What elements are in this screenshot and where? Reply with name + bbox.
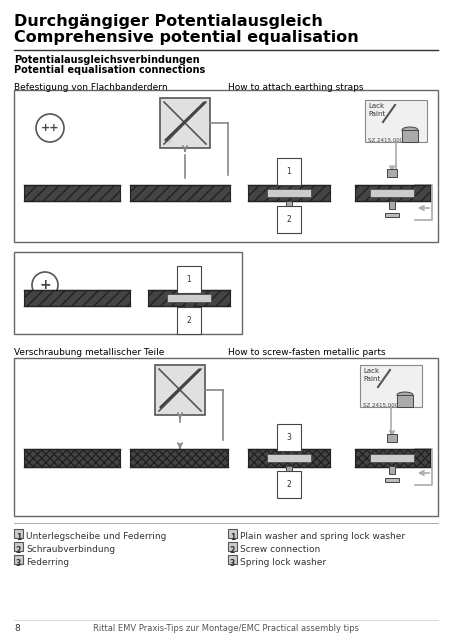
Bar	[281, 478, 295, 482]
Bar	[14, 529, 23, 538]
Bar	[184, 274, 193, 282]
Bar	[24, 185, 120, 201]
Bar	[14, 542, 23, 551]
Bar	[14, 90, 437, 242]
Text: How to attach earthing straps: How to attach earthing straps	[227, 83, 363, 92]
Text: 3: 3	[16, 559, 21, 568]
Bar	[285, 201, 291, 209]
Text: Lack: Lack	[362, 368, 378, 374]
Bar	[369, 189, 413, 197]
Text: 2: 2	[230, 546, 235, 555]
Bar	[14, 358, 437, 516]
Bar	[130, 449, 227, 467]
Ellipse shape	[401, 127, 417, 133]
Text: Unterlegscheibe und Federring: Unterlegscheibe und Federring	[26, 532, 166, 541]
Text: Spring lock washer: Spring lock washer	[239, 558, 326, 567]
Text: Potentialausgleichsverbindungen: Potentialausgleichsverbindungen	[14, 55, 199, 65]
Bar	[283, 434, 293, 442]
Bar	[155, 365, 205, 415]
Bar	[14, 252, 241, 334]
Bar	[354, 185, 429, 201]
Text: 2: 2	[16, 546, 21, 555]
Bar	[160, 98, 210, 148]
Text: 2: 2	[286, 480, 291, 489]
Bar	[369, 454, 413, 462]
Bar	[24, 449, 120, 467]
Text: Potential equalisation connections: Potential equalisation connections	[14, 65, 205, 75]
Text: 1: 1	[186, 275, 191, 284]
Text: SZ 2415.000: SZ 2415.000	[362, 403, 397, 408]
Bar	[359, 365, 421, 407]
Bar	[267, 189, 310, 197]
Text: Plain washer and spring lock washer: Plain washer and spring lock washer	[239, 532, 404, 541]
Text: How to screw-fasten metallic parts: How to screw-fasten metallic parts	[227, 348, 385, 357]
Text: Befestigung von Flachbanderdern: Befestigung von Flachbanderdern	[14, 83, 167, 92]
Bar	[227, 555, 236, 564]
Bar	[182, 318, 196, 322]
Bar	[166, 294, 211, 302]
Bar	[147, 290, 230, 306]
Bar	[186, 306, 192, 314]
Bar	[386, 169, 396, 177]
Text: 1: 1	[230, 533, 235, 542]
Text: 1: 1	[286, 167, 291, 176]
Text: Verschraubung metallischer Teile: Verschraubung metallischer Teile	[14, 348, 164, 357]
Text: 8: 8	[14, 624, 20, 633]
Text: Rittal EMV Praxis-Tips zur Montage/EMC Practical assembly tips: Rittal EMV Praxis-Tips zur Montage/EMC P…	[93, 624, 358, 633]
Text: SZ 2415.000: SZ 2415.000	[367, 138, 402, 143]
Bar	[14, 555, 23, 564]
Text: Lack: Lack	[367, 103, 383, 109]
Bar	[388, 201, 394, 209]
Bar	[24, 290, 130, 306]
Bar	[384, 478, 398, 482]
Bar	[401, 130, 417, 142]
Text: 3: 3	[286, 433, 291, 442]
Polygon shape	[166, 136, 173, 143]
Bar	[384, 213, 398, 217]
Text: ++: ++	[41, 123, 59, 133]
Bar	[267, 454, 310, 462]
Bar	[364, 100, 426, 142]
Bar	[285, 466, 291, 474]
Ellipse shape	[396, 392, 412, 398]
Bar	[227, 542, 236, 551]
Text: Paint: Paint	[362, 376, 379, 382]
Text: +: +	[39, 278, 51, 292]
Text: 2: 2	[286, 215, 291, 224]
Text: 2: 2	[186, 316, 191, 325]
Bar	[388, 466, 394, 474]
Text: Schraubverbindung: Schraubverbindung	[26, 545, 115, 554]
Text: Paint: Paint	[367, 111, 384, 117]
Bar	[396, 395, 412, 407]
Text: Screw connection: Screw connection	[239, 545, 320, 554]
Bar	[283, 169, 293, 177]
Bar	[354, 449, 429, 467]
Bar	[227, 529, 236, 538]
Text: Federring: Federring	[26, 558, 69, 567]
Text: 1: 1	[16, 533, 21, 542]
Bar	[248, 449, 329, 467]
Text: 3: 3	[230, 559, 235, 568]
Text: Durchgängiger Potentialausgleich: Durchgängiger Potentialausgleich	[14, 14, 322, 29]
Text: Comprehensive potential equalisation: Comprehensive potential equalisation	[14, 30, 358, 45]
Bar	[130, 185, 230, 201]
Bar	[281, 213, 295, 217]
Bar	[248, 185, 329, 201]
Bar	[386, 434, 396, 442]
